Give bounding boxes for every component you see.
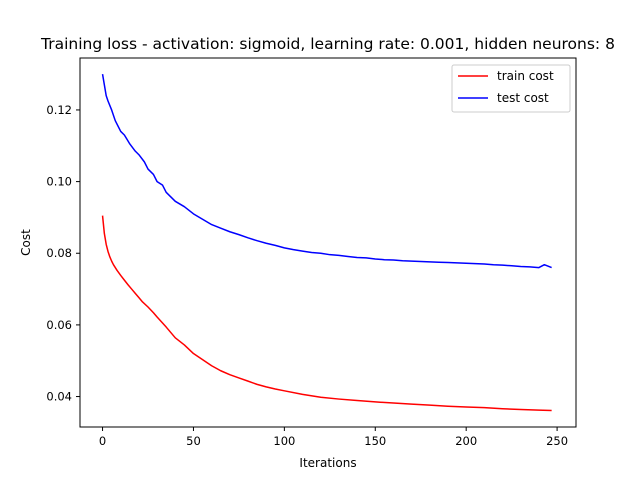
chart-title: Training loss - activation: sigmoid, lea… [40,35,615,53]
x-tick-label: 200 [455,434,477,448]
y-tick-label: 0.08 [46,246,72,260]
x-tick-label: 0 [99,434,106,448]
x-axis-ticks: 0 50 100 150 200 250 [99,427,568,448]
y-axis-ticks: 0.04 0.06 0.08 0.10 0.12 [46,103,80,404]
x-tick-label: 250 [546,434,568,448]
legend: train cost test cost [451,64,571,113]
series-line-test-cost [101,73,552,269]
series-line-train-cost [101,215,552,412]
x-tick-label: 150 [364,434,386,448]
y-tick-label: 0.04 [46,390,72,404]
y-tick-label: 0.06 [46,318,72,332]
y-axis-label: Cost [19,229,33,256]
x-axis-label: Iterations [299,456,356,470]
y-tick-label: 0.12 [46,103,72,117]
x-tick-label: 50 [186,434,201,448]
plot-frame [79,57,577,428]
legend-label-train-cost: train cost [497,69,554,83]
y-tick-label: 0.10 [46,175,72,189]
plot-series [101,73,552,412]
legend-label-test-cost: test cost [497,91,549,105]
x-tick-label: 100 [273,434,295,448]
